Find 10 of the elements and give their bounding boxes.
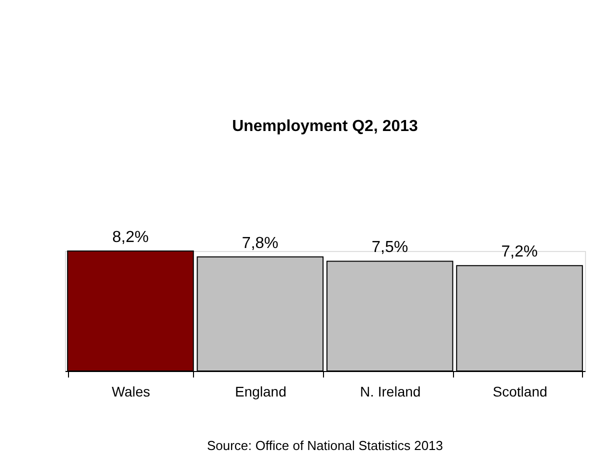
x-tick-label: N. Ireland <box>360 384 421 400</box>
data-label: 7,2% <box>501 244 538 261</box>
data-label: 7,5% <box>372 239 408 256</box>
x-tick-label: Wales <box>112 384 150 400</box>
data-label: 7,8% <box>242 234 278 252</box>
chart-title: Unemployment Q2, 2013 <box>232 118 418 135</box>
x-tick-label: England <box>234 384 286 400</box>
data-label: 8,2% <box>112 229 149 246</box>
x-tick-label: Scotland <box>492 384 548 400</box>
source-note: Source: Office of National Statistics 2013 <box>206 438 444 453</box>
